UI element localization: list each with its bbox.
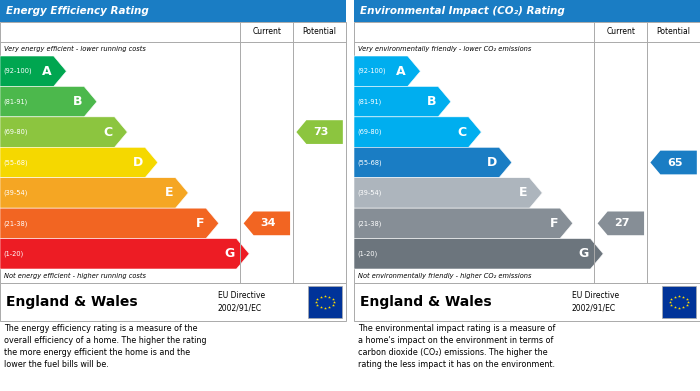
Text: (39-54): (39-54) <box>357 190 382 196</box>
Text: 65: 65 <box>667 158 682 167</box>
Text: EU Directive
2002/91/EC: EU Directive 2002/91/EC <box>218 291 265 313</box>
Text: (21-38): (21-38) <box>357 220 382 227</box>
Bar <box>308 286 342 318</box>
Polygon shape <box>244 212 290 235</box>
Bar <box>0 0 346 22</box>
Text: Not environmentally friendly - higher CO₂ emissions: Not environmentally friendly - higher CO… <box>358 273 531 279</box>
Text: (69-80): (69-80) <box>357 129 382 135</box>
Text: (81-91): (81-91) <box>3 99 27 105</box>
Polygon shape <box>354 178 542 208</box>
Polygon shape <box>354 208 573 239</box>
Text: Environmental Impact (CO₂) Rating: Environmental Impact (CO₂) Rating <box>360 6 565 16</box>
Bar <box>0 22 346 283</box>
Text: Very energy efficient - lower running costs: Very energy efficient - lower running co… <box>4 46 146 52</box>
Bar <box>0 283 346 321</box>
Polygon shape <box>0 208 219 239</box>
Text: (92-100): (92-100) <box>357 68 386 74</box>
Text: 73: 73 <box>313 127 328 137</box>
Text: B: B <box>426 95 436 108</box>
Text: A: A <box>396 65 405 78</box>
Text: Not energy efficient - higher running costs: Not energy efficient - higher running co… <box>4 273 146 279</box>
Text: EU Directive
2002/91/EC: EU Directive 2002/91/EC <box>572 291 619 313</box>
Text: B: B <box>73 95 82 108</box>
Text: G: G <box>578 247 589 260</box>
Text: (1-20): (1-20) <box>357 251 377 257</box>
Polygon shape <box>354 86 451 117</box>
Bar <box>354 22 700 283</box>
Polygon shape <box>354 117 482 147</box>
Text: C: C <box>104 126 113 138</box>
Polygon shape <box>0 56 66 86</box>
Text: Energy Efficiency Rating: Energy Efficiency Rating <box>6 6 148 16</box>
Polygon shape <box>354 239 603 269</box>
Text: (39-54): (39-54) <box>3 190 27 196</box>
Text: (55-68): (55-68) <box>3 159 27 166</box>
Polygon shape <box>0 239 249 269</box>
Polygon shape <box>0 86 97 117</box>
Text: Potential: Potential <box>302 27 337 36</box>
Bar <box>662 286 696 318</box>
Text: (69-80): (69-80) <box>3 129 27 135</box>
Text: G: G <box>224 247 234 260</box>
Text: D: D <box>486 156 497 169</box>
Text: C: C <box>458 126 467 138</box>
Polygon shape <box>0 117 127 147</box>
Text: A: A <box>42 65 52 78</box>
Text: F: F <box>195 217 204 230</box>
Polygon shape <box>354 56 421 86</box>
Text: England & Wales: England & Wales <box>360 295 491 309</box>
Polygon shape <box>354 147 512 178</box>
Text: E: E <box>519 187 528 199</box>
Text: (92-100): (92-100) <box>3 68 31 74</box>
Text: E: E <box>165 187 174 199</box>
Text: The environmental impact rating is a measure of
a home's impact on the environme: The environmental impact rating is a mea… <box>358 324 555 369</box>
Text: (1-20): (1-20) <box>3 251 23 257</box>
Text: (21-38): (21-38) <box>3 220 27 227</box>
Text: 27: 27 <box>614 218 629 228</box>
Text: (81-91): (81-91) <box>357 99 382 105</box>
Bar <box>354 0 700 22</box>
Text: Current: Current <box>253 27 281 36</box>
Polygon shape <box>296 120 343 144</box>
Text: The energy efficiency rating is a measure of the
overall efficiency of a home. T: The energy efficiency rating is a measur… <box>4 324 206 369</box>
Polygon shape <box>650 151 696 174</box>
Text: F: F <box>550 217 558 230</box>
Text: Current: Current <box>606 27 636 36</box>
Text: (55-68): (55-68) <box>357 159 382 166</box>
Polygon shape <box>0 147 158 178</box>
Polygon shape <box>598 212 644 235</box>
Bar <box>354 283 700 321</box>
Text: 34: 34 <box>260 218 276 228</box>
Text: Very environmentally friendly - lower CO₂ emissions: Very environmentally friendly - lower CO… <box>358 46 531 52</box>
Polygon shape <box>0 178 188 208</box>
Text: D: D <box>133 156 143 169</box>
Text: England & Wales: England & Wales <box>6 295 138 309</box>
Text: Potential: Potential <box>657 27 691 36</box>
